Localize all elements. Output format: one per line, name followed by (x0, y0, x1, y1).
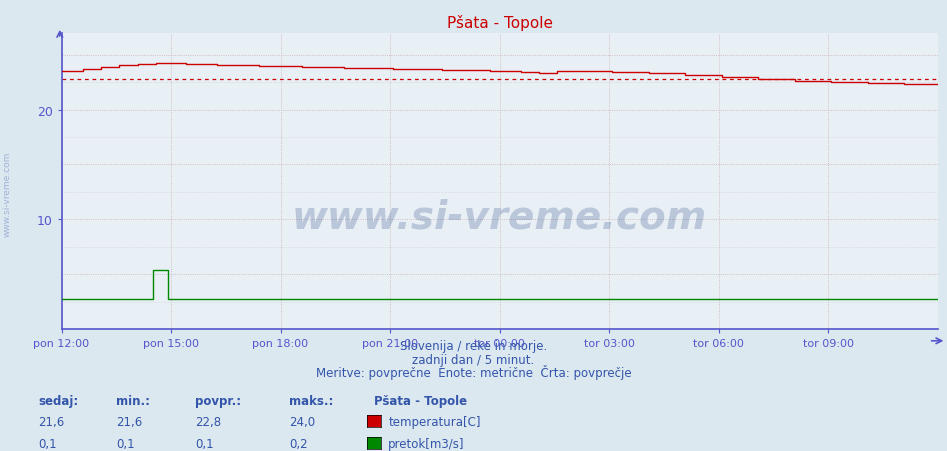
Text: www.si-vreme.com: www.si-vreme.com (292, 198, 707, 236)
Text: maks.:: maks.: (289, 394, 333, 407)
Text: 24,0: 24,0 (289, 415, 315, 428)
Title: Pšata - Topole: Pšata - Topole (447, 15, 552, 31)
Text: 21,6: 21,6 (116, 415, 143, 428)
Text: www.si-vreme.com: www.si-vreme.com (3, 152, 12, 236)
Text: 0,2: 0,2 (289, 437, 308, 450)
Text: povpr.:: povpr.: (195, 394, 241, 407)
Text: min.:: min.: (116, 394, 151, 407)
Text: 0,1: 0,1 (116, 437, 135, 450)
Text: 21,6: 21,6 (38, 415, 64, 428)
Text: Pšata - Topole: Pšata - Topole (374, 394, 467, 407)
Text: 0,1: 0,1 (195, 437, 214, 450)
Text: pretok[m3/s]: pretok[m3/s] (388, 437, 465, 450)
Text: temperatura[C]: temperatura[C] (388, 415, 481, 428)
Text: sedaj:: sedaj: (38, 394, 79, 407)
Text: Meritve: povprečne  Enote: metrične  Črta: povprečje: Meritve: povprečne Enote: metrične Črta:… (315, 364, 632, 380)
Text: 0,1: 0,1 (38, 437, 57, 450)
Text: Slovenija / reke in morje.: Slovenija / reke in morje. (400, 340, 547, 353)
Text: 22,8: 22,8 (195, 415, 222, 428)
Text: zadnji dan / 5 minut.: zadnji dan / 5 minut. (412, 353, 535, 366)
